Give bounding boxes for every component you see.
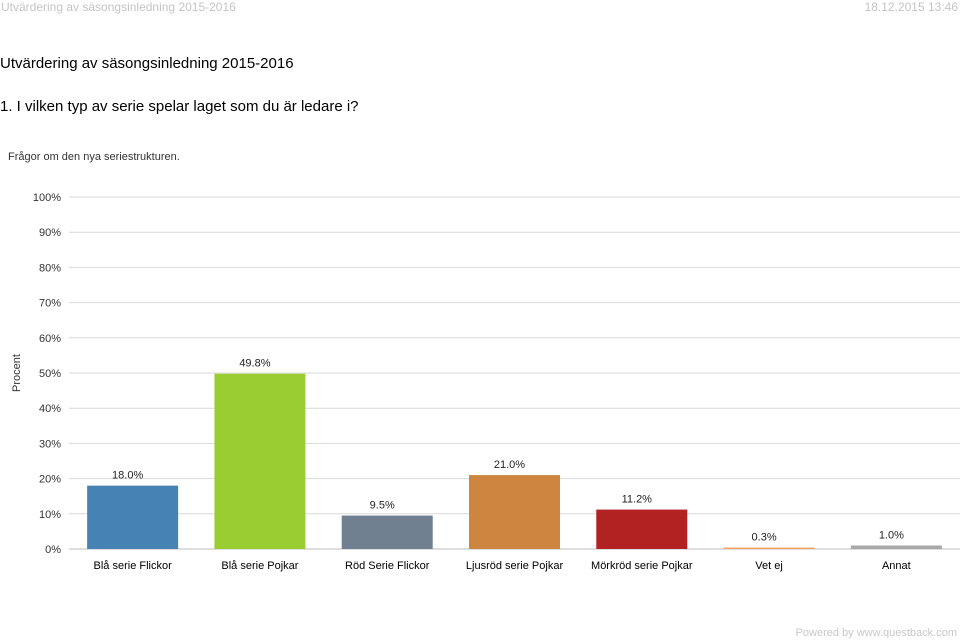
y-tick-label: 0%: [45, 544, 61, 556]
y-tick-label: 20%: [39, 474, 61, 486]
bars: [87, 373, 942, 549]
bar-chart: 0% 10% 20% 30% 40% 50% 60% 70% 80% 90% 100% Procen…: [11, 192, 960, 572]
bar: [723, 547, 815, 549]
footer-powered-by: Powered by www.questback.com: [795, 627, 957, 639]
question-subtitle: Frågor om den nya seriestrukturen.: [8, 151, 180, 163]
data-label: 18.0%: [112, 470, 143, 482]
header-left-title: Utvärdering av säsongsinledning 2015-201…: [1, 0, 236, 14]
category-labels: Blå serie Flickor Blå serie Pojkar Röd Ser…: [94, 560, 911, 572]
header-timestamp: 18.12.2015 13:46: [864, 0, 958, 14]
bar: [214, 373, 306, 549]
category-label: Blå serie Pojkar: [221, 560, 298, 572]
bar: [850, 545, 942, 549]
data-labels: 18.0% 49.8% 9.5% 21.0% 11.2% 0.3% 1.0%: [112, 358, 904, 544]
bar: [469, 475, 560, 549]
y-tick-label: 90%: [39, 227, 61, 239]
y-tick-label: 50%: [39, 368, 61, 380]
data-label: 11.2%: [622, 494, 653, 506]
category-label: Mörkröd serie Pojkar: [591, 560, 693, 572]
data-label: 0.3%: [752, 532, 777, 544]
data-label: 1.0%: [879, 529, 904, 541]
category-label: Röd Serie Flickor: [345, 560, 430, 572]
y-tick-label: 100%: [33, 192, 61, 204]
data-label: 49.8%: [239, 358, 270, 370]
question-title: 1. I vilken typ av serie spelar laget so…: [0, 98, 359, 115]
data-label: 9.5%: [370, 500, 395, 512]
y-tick-label: 60%: [39, 333, 61, 345]
category-label: Annat: [882, 560, 911, 572]
bar: [341, 515, 433, 549]
category-label: Blå serie Flickor: [94, 560, 173, 572]
y-tick-label: 80%: [39, 262, 61, 274]
y-tick-label: 10%: [39, 509, 61, 521]
y-tick-label: 70%: [39, 298, 61, 310]
bar: [87, 485, 179, 549]
document-title: Utvärdering av säsongsinledning 2015-201…: [0, 55, 294, 72]
y-axis-ticks: 0% 10% 20% 30% 40% 50% 60% 70% 80% 90% 100%: [33, 192, 61, 556]
bar: [596, 509, 688, 549]
y-axis-label: Procent: [11, 354, 23, 392]
y-tick-label: 30%: [39, 438, 61, 450]
category-label: Vet ej: [755, 560, 783, 572]
y-tick-label: 40%: [39, 403, 61, 415]
category-label: Ljusröd serie Pojkar: [466, 560, 564, 572]
data-label: 21.0%: [494, 459, 525, 471]
